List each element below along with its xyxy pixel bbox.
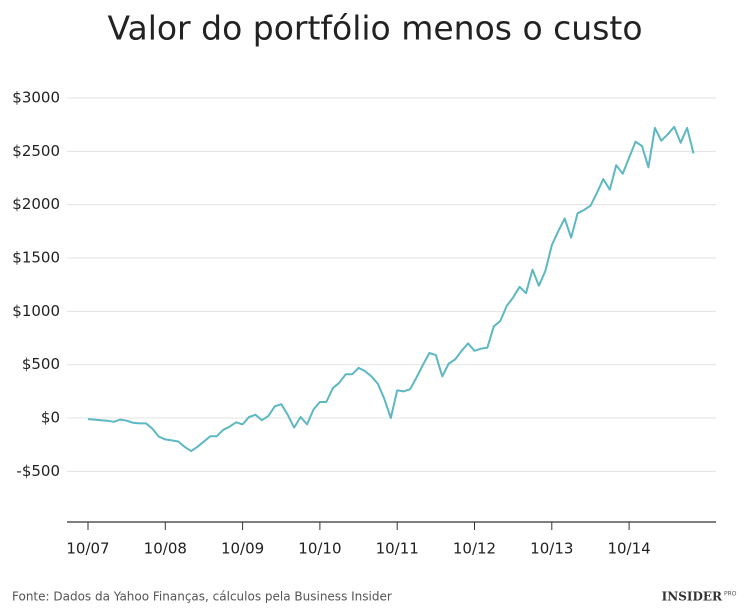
y-tick-label: $1000: [12, 302, 60, 320]
logo: INSIDER: [662, 590, 723, 604]
y-tick-label: $1500: [12, 249, 60, 267]
x-tick-label: 10/12: [453, 540, 496, 558]
y-tick-label: $2500: [12, 142, 60, 160]
x-tick-label: 10/11: [376, 540, 419, 558]
y-tick-label: -$500: [16, 462, 60, 480]
x-tick-label: 10/08: [144, 540, 187, 558]
x-tick-label: 10/10: [298, 540, 341, 558]
chart-title: Valor do portfólio menos o custo: [107, 9, 642, 48]
data-line: [87, 125, 695, 453]
x-tick-label: 10/13: [530, 540, 573, 558]
y-tick-label: $3000: [12, 89, 60, 107]
y-tick-label: $0: [41, 409, 60, 427]
x-tick-label: 10/07: [66, 540, 109, 558]
logo-tag: PRO: [724, 591, 737, 598]
source-note: Fonte: Dados da Yahoo Finanças, cálculos…: [12, 590, 392, 604]
x-tick-label: 10/09: [221, 540, 264, 558]
y-tick-label: $500: [22, 355, 60, 373]
y-tick-label: $2000: [12, 195, 60, 213]
x-tick-label: 10/14: [607, 540, 650, 558]
